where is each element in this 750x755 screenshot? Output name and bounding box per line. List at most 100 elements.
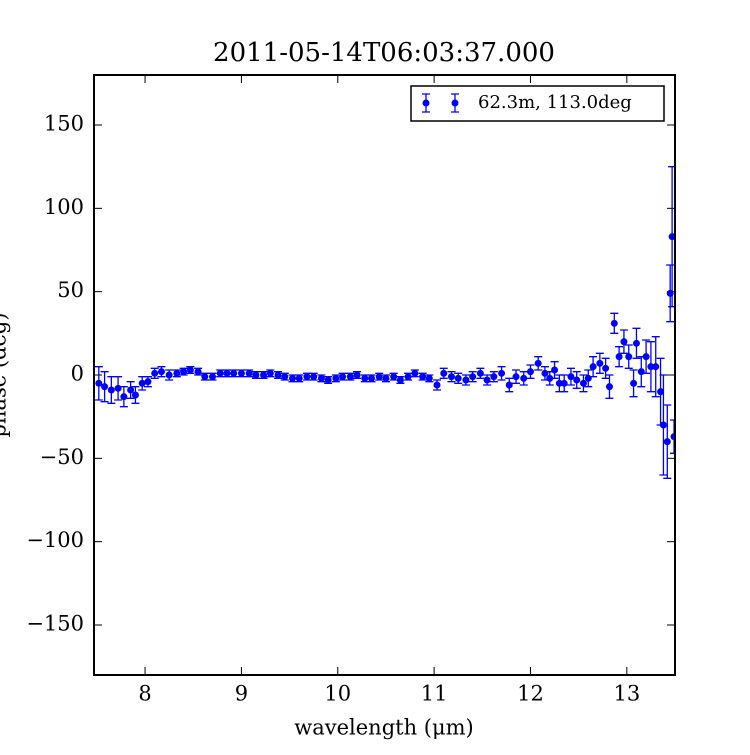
point [433,381,441,389]
x-tick-label: 13 [613,682,640,706]
y-tick-label: −50 [40,445,84,469]
point [596,359,604,367]
point [107,386,115,394]
point [303,373,311,381]
point [252,371,260,379]
point [138,379,146,387]
point [512,373,520,381]
point [419,373,427,381]
point [615,353,623,361]
point [157,368,165,376]
point [281,373,289,381]
point [396,376,404,384]
x-tick-label: 9 [235,682,248,706]
point [339,373,347,381]
y-tick-label: −150 [26,612,84,636]
point [367,374,375,382]
y-axis-label: phase (deg) [0,312,11,437]
point [288,374,296,382]
point [324,376,332,384]
point [632,339,640,347]
point [668,233,675,241]
point [201,373,209,381]
point [165,371,173,379]
point [353,371,361,379]
point [567,373,575,381]
point [346,373,354,381]
point [230,369,238,377]
point [670,433,675,441]
point [652,363,660,371]
point [560,379,568,387]
point [180,368,188,376]
point [584,374,592,382]
point [659,421,667,429]
point [95,379,103,387]
point [390,373,398,381]
legend: 62.3m, 113.0deg [410,85,665,122]
point [173,369,181,377]
point [462,376,470,384]
point [454,374,462,382]
point [223,369,231,377]
point [127,386,135,394]
point [411,369,419,377]
x-axis-label: wavelength (μm) [294,716,473,740]
point [101,383,109,391]
point [589,363,597,371]
point [526,368,534,376]
point [573,376,581,384]
point [647,363,655,371]
point [605,383,613,391]
point [620,338,628,346]
point [266,369,274,377]
point [375,373,383,381]
point [404,373,412,381]
point [579,379,587,387]
point [520,374,528,382]
legend-symbol [451,99,459,107]
point [469,373,477,381]
point [186,366,194,374]
legend-symbol [422,99,430,107]
y-tick-label: −100 [26,528,84,552]
point [216,369,224,377]
x-tick-label: 10 [324,682,351,706]
point [317,374,325,382]
point [483,376,491,384]
point [209,373,217,381]
point [505,381,513,389]
chart-title: 2011-05-14T06:03:37.000 [213,38,555,68]
point [630,379,638,387]
point [114,384,122,392]
point [332,374,340,382]
point [151,369,159,377]
point [602,364,610,372]
point [490,373,498,381]
point [637,368,645,376]
point [440,369,448,377]
x-tick-label: 11 [421,682,448,706]
point [194,368,202,376]
point [120,393,128,401]
point [610,319,618,327]
point [144,378,152,386]
plot-frame [93,74,676,676]
point [260,371,268,379]
point [642,353,650,361]
point [131,391,139,399]
x-tick-label: 12 [517,682,544,706]
y-tick-label: 50 [57,278,84,302]
y-tick-label: 100 [44,195,84,219]
point [534,359,542,367]
point [663,438,671,446]
point [551,366,559,374]
point [425,374,433,382]
point [382,374,390,382]
legend-label: 62.3m, 113.0deg [478,92,632,113]
point [245,369,253,377]
point [447,373,455,381]
point [657,388,665,396]
y-tick-label: 150 [44,112,84,136]
